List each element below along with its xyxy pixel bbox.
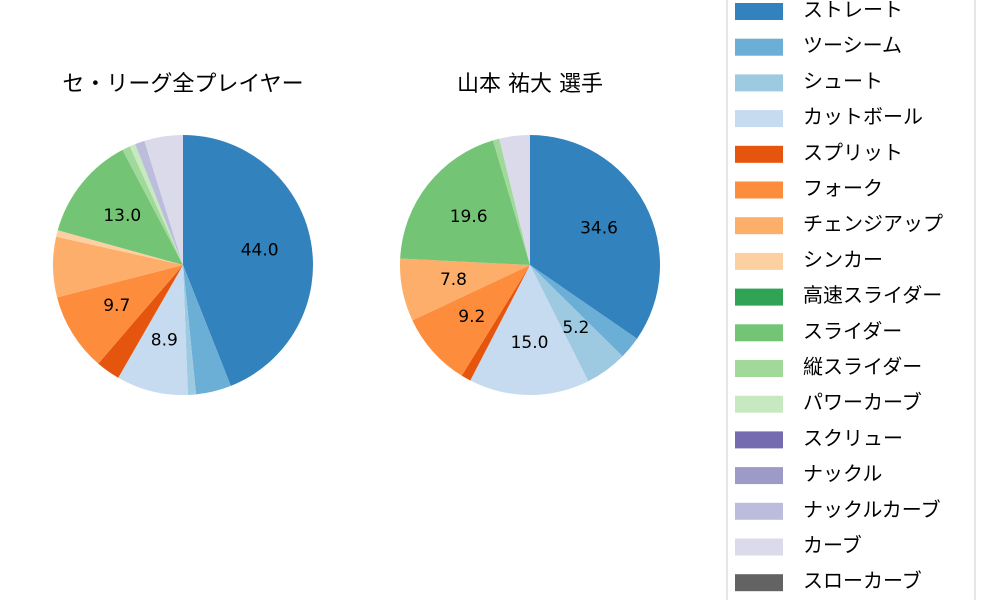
legend-box (726, 0, 976, 600)
value-label: 13.0 (103, 206, 141, 226)
legend-label: スクリュー (803, 426, 903, 450)
pie-slice (56, 230, 183, 265)
legend-label: ツーシーム (803, 33, 902, 57)
value-label: 15.0 (511, 333, 549, 353)
pie-slice (135, 140, 183, 265)
legend-swatch (735, 502, 783, 520)
legend-swatch (735, 395, 783, 413)
legend-label: スローカーブ (803, 569, 922, 593)
legend-label: チェンジアップ (803, 212, 943, 236)
pie-slice (129, 144, 183, 265)
pie-slice (530, 265, 638, 357)
pie-slice (122, 146, 183, 265)
legend-label: ストレート (803, 0, 903, 22)
legend-swatch (735, 324, 783, 342)
pie-slice (461, 265, 530, 381)
legend-swatch (735, 3, 783, 20)
legend-label: フォーク (803, 176, 883, 200)
legend-swatch (735, 538, 783, 556)
legend-label: シュート (803, 69, 883, 93)
legend-label: スプリット (803, 140, 903, 164)
pie-slice (400, 140, 530, 265)
pie-slice (183, 135, 314, 386)
legend-swatch (735, 145, 783, 163)
value-label: 9.7 (103, 296, 130, 316)
pie-slice (530, 265, 623, 382)
legend-label: スライダー (803, 319, 902, 343)
pie-slice (98, 265, 183, 378)
legend-swatch (735, 574, 783, 592)
legend-swatch (735, 252, 783, 270)
value-label: 34.6 (580, 219, 618, 239)
legend-swatch (735, 110, 783, 128)
pie-slice (470, 265, 589, 396)
legend-swatch (735, 360, 783, 377)
pie-slice (492, 138, 530, 265)
pie-slice (183, 265, 197, 395)
legend-swatch (735, 288, 783, 306)
value-label: 19.6 (450, 207, 488, 227)
legend-label: パワーカーブ (803, 390, 922, 414)
value-label: 44.0 (241, 240, 279, 260)
legend-label: シンカー (803, 247, 883, 271)
legend-swatch (735, 217, 783, 235)
legend-swatch (735, 74, 783, 92)
pie-slice (57, 149, 183, 265)
legend-swatch (735, 38, 783, 56)
legend-label: カットボール (803, 105, 923, 129)
pie-slice (183, 265, 231, 395)
pie-slice (530, 135, 660, 339)
pie-slice (400, 258, 530, 321)
legend-swatch (735, 467, 783, 485)
legend-label: ナックル (803, 462, 882, 486)
pie-slice (118, 265, 188, 395)
pie-slice (53, 236, 183, 298)
legend-label: 高速スライダー (803, 283, 942, 307)
pie-slice (412, 265, 530, 376)
legend-label: ナックルカーブ (803, 497, 941, 521)
value-label: 9.2 (458, 307, 485, 327)
legend-label: 縦スライダー (803, 355, 922, 379)
legend-label: カーブ (803, 533, 862, 557)
pie-slice (57, 265, 183, 364)
pie-slice (144, 135, 183, 265)
value-label: 5.2 (562, 318, 589, 338)
legend-swatch (735, 431, 783, 449)
value-label: 8.9 (151, 331, 178, 351)
chart-title: セ・リーグ全プレイヤー (62, 72, 303, 97)
value-label: 7.8 (440, 270, 467, 290)
chart-title: 山本 祐大 選手 (457, 72, 603, 97)
pie-slice (499, 135, 530, 265)
legend-swatch (735, 181, 783, 199)
